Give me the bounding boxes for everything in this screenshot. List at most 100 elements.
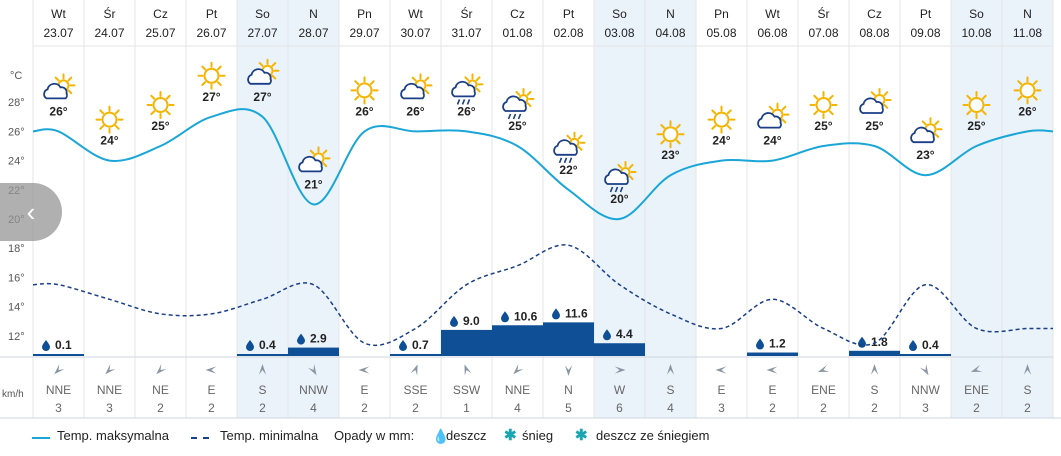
weekend-column xyxy=(951,0,1002,418)
weekend-column xyxy=(645,0,696,418)
rain-bar xyxy=(390,353,441,356)
sun-disc xyxy=(203,67,220,84)
day-date: 11.08 xyxy=(1013,26,1042,40)
wind-speed: 2 xyxy=(361,401,368,415)
sun-ray xyxy=(322,149,328,155)
y-tick-label: 26° xyxy=(8,126,25,138)
chevron-left-icon: ‹ xyxy=(26,197,36,227)
wind-arrow-icon xyxy=(919,364,929,376)
snowflake-icon: ✱ xyxy=(504,427,517,444)
wind-speed: 4 xyxy=(514,401,521,415)
rain-streak xyxy=(614,186,619,193)
wind-arrow-icon xyxy=(54,364,65,375)
prev-days-button[interactable]: ‹ xyxy=(0,183,62,241)
max-temp-label: 26° xyxy=(49,104,67,118)
rain-amount: 0.7 xyxy=(412,338,429,352)
day-date: 01.08 xyxy=(502,26,532,40)
y-tick-label: 24° xyxy=(8,156,25,168)
rain-amount: 9.0 xyxy=(463,314,480,328)
rain-cloud-icon xyxy=(451,73,484,105)
legend-mixed-label: deszcz ze śniegiem xyxy=(596,428,710,443)
sun-ray xyxy=(828,94,834,100)
wind-direction: NNE xyxy=(46,383,71,397)
raindrop-icon xyxy=(756,338,764,350)
rain-streak xyxy=(563,157,568,164)
day-date: 30.07 xyxy=(400,26,430,40)
max-temp-label: 24° xyxy=(100,134,118,148)
day-date: 10.08 xyxy=(961,26,991,40)
cloud-shape xyxy=(604,168,629,185)
legend-min-label: Temp. minimalna xyxy=(220,428,319,443)
sun-ray xyxy=(628,175,634,181)
cloud-shape xyxy=(502,95,527,112)
sun-ray xyxy=(1032,80,1038,86)
weather-icons xyxy=(43,58,1042,193)
wind-direction: NNE xyxy=(97,383,122,397)
raindrop-icon: 💧 xyxy=(432,428,450,444)
wind-direction: ENE xyxy=(811,383,836,397)
sun-ray xyxy=(99,109,105,115)
wind-arrow-icon xyxy=(766,366,778,374)
sun-icon xyxy=(1013,76,1042,105)
sun-ray xyxy=(165,110,171,116)
wind-direction: W xyxy=(614,383,626,397)
sun-ray xyxy=(201,65,207,71)
wind-direction: S xyxy=(870,383,878,397)
weekend-backgrounds xyxy=(237,0,1053,418)
y-tick-label: 16° xyxy=(8,272,25,284)
wind-speed: 5 xyxy=(565,401,572,415)
wind-arrow-icon xyxy=(205,366,217,374)
raindrop-icon xyxy=(42,340,50,351)
legend-max-label: Temp. maksymalna xyxy=(57,428,169,443)
sun-ray xyxy=(369,95,375,101)
max-temp-label: 24° xyxy=(712,134,730,148)
sun-ray xyxy=(566,134,572,140)
sun-ray xyxy=(1032,95,1038,101)
legend-rain-label: deszcz xyxy=(446,428,487,443)
wind-arrow-icon xyxy=(564,365,573,376)
cloud-shape xyxy=(553,139,578,156)
rain-streak xyxy=(456,99,461,105)
max-temp-label: 26° xyxy=(355,104,373,118)
cloud-shape xyxy=(757,112,782,129)
wind-speed: 2 xyxy=(973,401,980,415)
day-name: N xyxy=(309,7,318,21)
wind-speed: 2 xyxy=(769,401,776,415)
max-temp-label: 23° xyxy=(916,148,934,162)
max-temp-label: 26° xyxy=(1018,104,1036,118)
max-temp-label: 25° xyxy=(814,119,832,133)
rain-cloud-icon xyxy=(553,131,586,164)
day-date: 24.07 xyxy=(94,26,124,40)
day-name: Pn xyxy=(357,7,372,21)
sun-icon xyxy=(809,91,838,119)
raindrop-icon xyxy=(501,311,509,323)
sun-ray xyxy=(781,105,787,111)
wind-arrow-icon xyxy=(307,364,317,376)
wind-speed: 3 xyxy=(106,401,113,415)
rain-streak xyxy=(558,157,563,164)
wind-arrow-icon xyxy=(666,364,675,375)
day-name: Pt xyxy=(920,7,932,21)
cloud-shape xyxy=(859,97,884,114)
wind-direction: NNW xyxy=(911,383,940,397)
sun-icon xyxy=(656,120,685,149)
weekend-column xyxy=(1002,0,1053,418)
sun-ray xyxy=(322,162,328,168)
max-temp-label: 23° xyxy=(661,148,679,162)
sun-ray xyxy=(711,109,717,115)
day-name: N xyxy=(1023,7,1032,21)
rain-streak xyxy=(507,113,512,120)
sun-ray xyxy=(921,120,927,126)
sun-ray xyxy=(201,81,207,86)
max-temp-line xyxy=(32,108,1054,221)
sun-ray xyxy=(526,102,532,108)
cloud-shape xyxy=(298,155,323,173)
sun-disc xyxy=(662,126,679,143)
sun-disc xyxy=(713,111,730,128)
raindrop-icon xyxy=(297,333,305,345)
max-temp-label: 20° xyxy=(610,192,628,206)
rain-streak xyxy=(461,99,466,105)
day-date: 07.08 xyxy=(808,26,838,40)
wind-direction: E xyxy=(360,383,368,397)
rain-streak xyxy=(466,99,471,105)
